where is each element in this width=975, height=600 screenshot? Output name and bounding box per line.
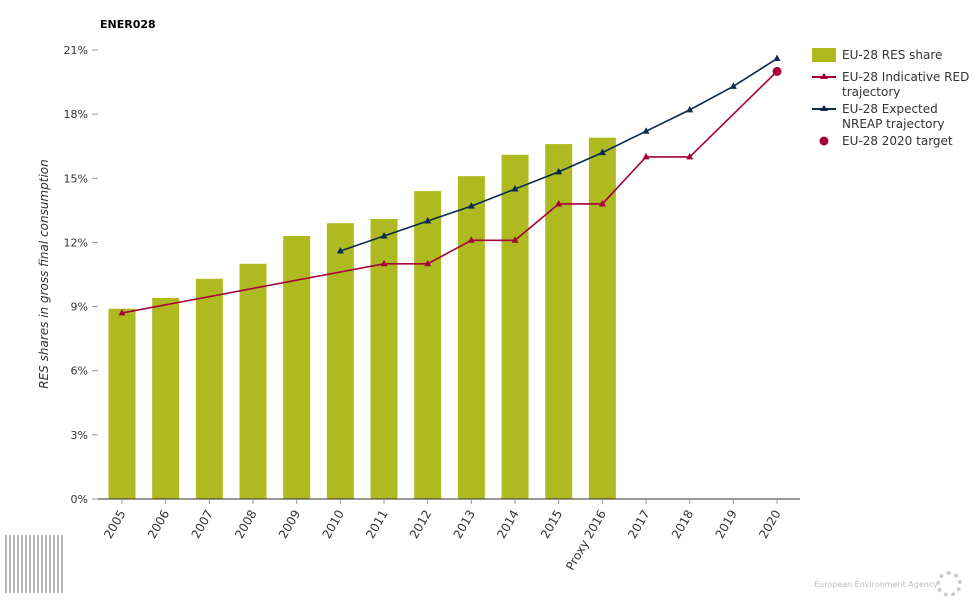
x-tick-label: 2020: [756, 508, 783, 541]
bar: [501, 154, 529, 499]
y-tick-label: 0%: [71, 493, 88, 506]
eea-logo-icon: [936, 571, 962, 597]
x-tick-label: 2008: [232, 508, 259, 541]
triangle-marker: [686, 152, 694, 160]
bar: [152, 298, 180, 499]
x-tick-label: 2010: [320, 508, 347, 541]
line-triangle-icon: [812, 102, 836, 116]
legend-label: EU-28 RES share: [842, 48, 943, 62]
agency-credit: European Environment Agency: [814, 580, 938, 589]
legend-item-res-share[interactable]: EU-28 RES share: [812, 48, 970, 68]
legend-item-red[interactable]: EU-28 Indicative RED trajectory: [812, 70, 970, 100]
triangle-marker: [467, 236, 475, 243]
x-tick-label: 2012: [407, 508, 434, 541]
bar: [414, 191, 442, 499]
bar-swatch-icon: [812, 48, 836, 62]
x-tick-label: 2017: [625, 508, 652, 541]
legend-label: EU-28 2020 target: [842, 134, 953, 148]
legend-item-nreap[interactable]: EU-28 Expected NREAP trajectory: [812, 102, 970, 132]
triangle-marker: [380, 259, 388, 267]
bar: [588, 137, 616, 499]
y-axis-label: RES shares in gross final consumption: [37, 159, 51, 388]
triangle-marker: [511, 184, 519, 192]
legend-item-target[interactable]: EU-28 2020 target: [812, 134, 970, 154]
triangle-marker: [773, 54, 781, 62]
line-triangle-icon: [812, 70, 836, 84]
triangle-marker: [555, 167, 563, 175]
target-point: [772, 66, 782, 76]
y-tick-label: 9%: [71, 301, 88, 314]
triangle-marker: [555, 199, 563, 207]
x-tick-label: 2019: [713, 508, 740, 541]
dot-icon: [812, 134, 836, 148]
bar: [545, 144, 573, 500]
x-tick-label: 2007: [189, 508, 216, 541]
x-tick-label: 2011: [363, 508, 390, 541]
triangle-marker: [642, 152, 650, 160]
x-tick-label: 2005: [101, 508, 128, 541]
y-tick-label: 18%: [64, 108, 88, 121]
legend-label: EU-28 Indicative RED trajectory: [842, 70, 970, 99]
y-tick-label: 12%: [64, 236, 88, 249]
bar: [326, 223, 354, 499]
x-tick-label: 2013: [451, 508, 478, 541]
x-tick-label: Proxy 2016: [563, 508, 609, 573]
x-tick-label: 2015: [538, 508, 565, 541]
y-tick-label: 15%: [64, 172, 88, 185]
triangle-marker: [424, 217, 432, 224]
triangle-marker: [118, 308, 126, 316]
x-tick-label: 2014: [494, 508, 521, 541]
triangle-marker: [642, 127, 650, 134]
triangle-marker: [467, 202, 475, 209]
bar: [457, 176, 485, 499]
triangle-marker: [729, 82, 737, 89]
triangle-marker: [598, 199, 606, 207]
legend: EU-28 RES share EU-28 Indicative RED tra…: [812, 48, 970, 156]
triangle-marker: [380, 232, 388, 239]
triangle-marker: [336, 246, 344, 254]
y-tick-label: 6%: [71, 365, 88, 378]
y-tick-label: 21%: [64, 44, 88, 57]
triangle-marker: [424, 259, 432, 267]
legend-label: EU-28 Expected NREAP trajectory: [842, 102, 945, 131]
triangle-marker: [598, 148, 606, 156]
bar: [108, 308, 136, 499]
bar: [239, 263, 267, 499]
y-tick-label: 3%: [71, 429, 88, 442]
series-line: [121, 70, 778, 314]
bar: [283, 236, 311, 499]
bar: [195, 278, 223, 499]
triangle-marker: [686, 105, 694, 113]
qr-code-icon: [5, 535, 63, 593]
chart-title: ENER028: [100, 18, 156, 31]
x-tick-label: 2018: [669, 508, 696, 541]
x-tick-label: 2009: [276, 508, 303, 541]
x-tick-label: 2006: [145, 508, 172, 541]
triangle-marker: [511, 236, 519, 243]
